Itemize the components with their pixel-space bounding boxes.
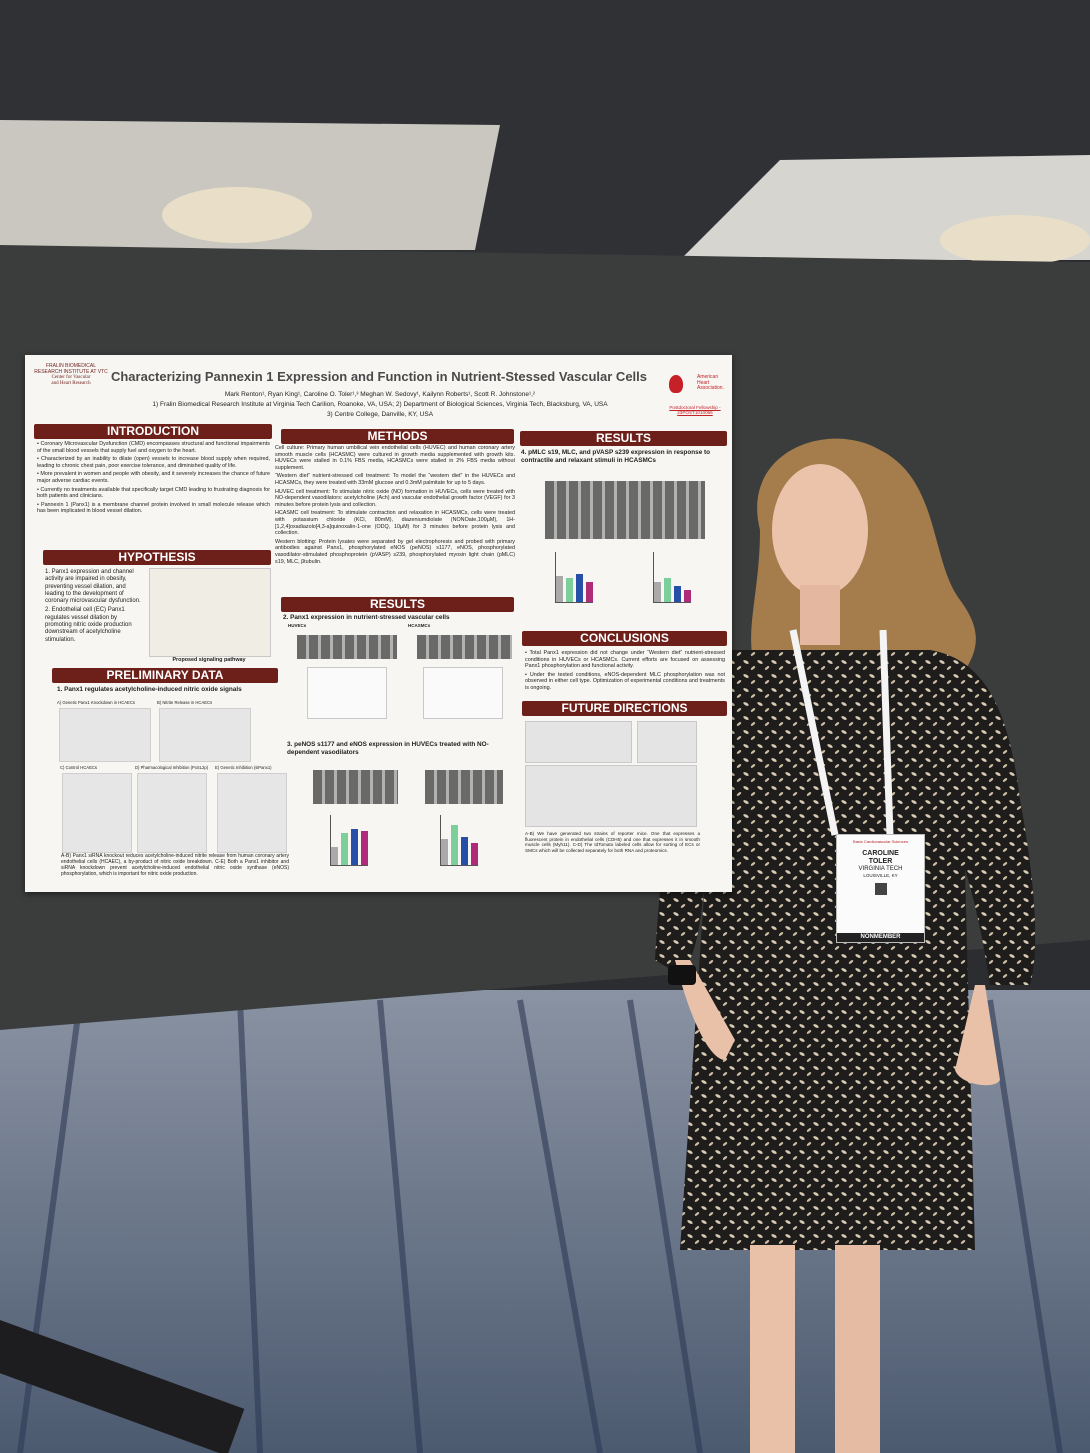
panel-figure [137,773,207,853]
authors: Mark Renton¹, Ryan King¹, Caroline O. To… [224,391,536,398]
institution-line: and Heart Research [51,381,91,386]
institution-line: FRALIN BIOMEDICAL [45,363,96,369]
panel-figure [59,708,151,762]
western-blot [545,481,705,539]
cell-label: HCASMCs [408,623,431,628]
figure [637,721,697,763]
paragraph: Cell culture: Primary human umbilical ve… [275,445,515,471]
face [772,464,868,596]
section-heading: RESULTS [281,597,514,612]
badge-type: NONMEMBER [837,933,924,942]
section-heading: RESULTS [520,431,727,446]
section-heading: INTRODUCTION [34,424,272,439]
badge-organization: VIRGINIA TECH [858,866,903,872]
section-heading: FUTURE DIRECTIONS [522,701,727,716]
subheading: 1. Panx1 regulates acetylcholine-induced… [57,686,242,693]
paragraph: 1. Panx1 expression and channel activity… [45,569,141,605]
figure-caption: A-B) Panx1 siRNA knockout reduces acetyl… [61,853,289,877]
figure-caption: Proposed signaling pathway [172,657,246,663]
western-blot [297,635,397,659]
name-badge: Basic Cardiovascular Sciences CAROLINE T… [836,834,925,943]
institution-line: RESEARCH INSTITUTE AT VTC [34,369,108,375]
bar-figure [330,815,368,866]
panel-label: E) Genetic Inhibition (siPanx1) [215,765,272,770]
figure [525,721,632,763]
institution-logo: FRALIN BIOMEDICAL RESEARCH INSTITUTE AT V… [31,363,111,387]
aha-name-line: American [697,374,719,380]
section-heading: HYPOTHESIS [43,550,271,565]
western-blot [425,770,503,804]
paragraph: • More prevalent in women and people wit… [37,471,270,484]
paragraph: • Coronary Microvascular Dysfunction (CM… [37,441,270,454]
bar-figure [653,552,691,603]
figure [525,765,697,827]
cell-label: HUVECs [288,623,307,628]
badge-last-name: TOLER [868,858,893,865]
panel-figure [62,773,132,853]
introduction-text: • Coronary Microvascular Dysfunction (CM… [37,441,270,517]
section-heading: METHODS [281,429,514,444]
dress [655,650,1036,1250]
western-blot [417,635,512,659]
paragraph: • Characterized by an inability to dilat… [37,456,270,469]
panel-label: A) Genetic Panx1 Knockdown in HCAECs [57,700,135,705]
hand [955,985,1000,1086]
hypothesis-text: 1. Panx1 expression and channel activity… [45,569,143,646]
poster-title: Characterizing Pannexin 1 Expression and… [110,369,648,384]
aha-name-line: Association. [697,385,724,391]
aha-name: American Heart Association. [697,374,724,392]
affiliation: 3) Centre College, Danville, KY, USA [326,411,434,418]
paragraph: • Under the tested conditions, eNOS-depe… [525,671,725,691]
figure-caption: A-B) We have generated two strains of re… [525,831,700,853]
badge-qr [874,883,887,895]
paragraph: • Pannexin 1 (Panx1) is a membrane chann… [37,501,270,515]
line-plot [423,667,503,719]
section-heading: CONCLUSIONS [522,631,727,646]
subheading: 2. Panx1 expression in nutrient-stressed… [283,614,450,621]
pathway-figure [149,568,271,657]
badge-city: LOUISVILLE, KY [863,873,898,878]
stand-leg [0,1320,245,1453]
watch [668,965,696,985]
western-blot [313,770,398,804]
paragraph: “Western diet” nutrient-stressed cell tr… [275,473,515,486]
panel-label: D) Pharmacological Inhibition (PxSL2p) [135,765,209,770]
aha-logo [669,375,683,393]
institution-line: Center for Vascular [51,375,91,380]
panel-figure [217,773,287,853]
badge-first-name: CAROLINE [862,850,899,857]
bar-figure [440,815,478,866]
leg [835,1245,880,1453]
panel-label: C) Control HCAECs [60,765,97,770]
badge-event: Basic Cardiovascular Sciences [853,839,908,844]
panel-figure [159,708,251,762]
bar-figure [555,552,593,603]
leg [750,1245,795,1453]
paragraph: • Total Panx1 expression did not change … [525,650,725,670]
aha-name-line: Heart [697,379,710,386]
methods-text: Cell culture: Primary human umbilical ve… [275,445,515,567]
paragraph: HUVEC cell treatment: To stimulate nitri… [275,488,515,508]
affiliation: 1) Fralin Biomedical Research Institute … [152,401,608,408]
conclusions-text: • Total Panx1 expression did not change … [525,650,725,694]
paragraph: 2. Endothelial cell (EC) Panx1 regulates… [45,607,132,643]
poster: FRALIN BIOMEDICAL RESEARCH INSTITUTE AT V… [25,355,732,892]
paragraph: HCASMC cell treatment: To stimulate cont… [275,510,515,537]
paragraph: • Currently no treatments available that… [37,486,270,500]
paragraph: Western blotting: Protein lysates were s… [275,538,515,565]
grant: Postdoctoral Fellowship - 23POST1010066 [669,405,721,415]
section-heading: PRELIMINARY DATA [52,668,278,683]
subheading: 3. peNOS s1177 and eNOS expression in HU… [287,741,489,756]
panel-label: B) Nitrite Release in HCAECs [157,700,213,705]
subheading: 4. pMLC s19, MLC, and pVASP s239 express… [521,449,711,464]
chandelier [162,187,312,243]
lanyard [789,629,894,836]
ceiling-light-panel [0,120,500,250]
line-plot [307,667,387,719]
neck [800,585,840,645]
chandelier [940,215,1090,265]
